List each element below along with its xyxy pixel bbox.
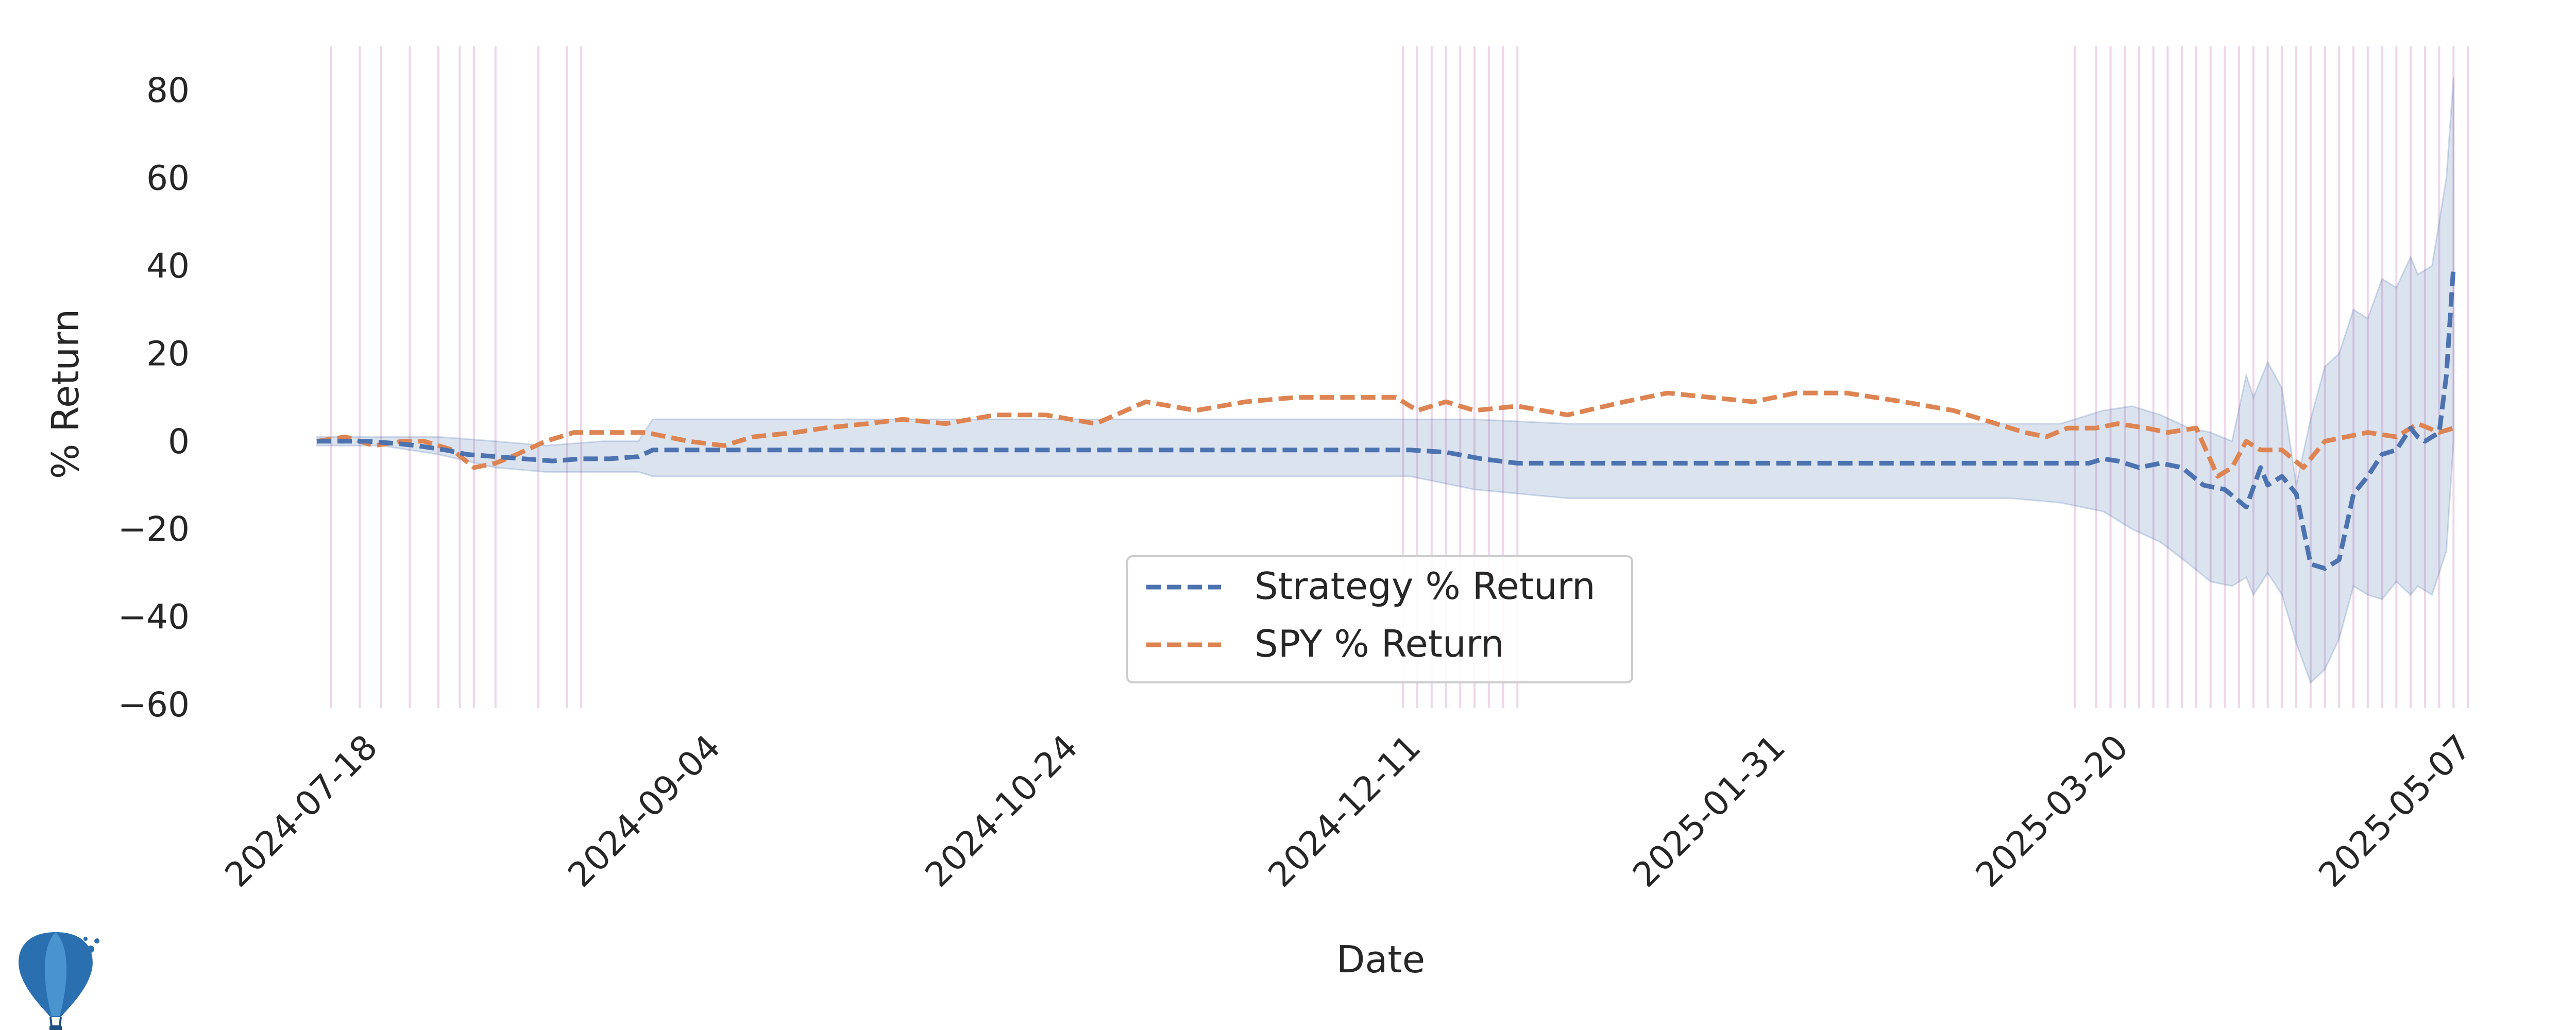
hot-air-balloon-icon xyxy=(19,932,99,1030)
x-axis-label: Date xyxy=(1336,938,1425,981)
x-tick-label: 2024-10-24 xyxy=(918,727,1086,895)
y-axis-label: % Return xyxy=(44,309,87,479)
y-tick-label: −60 xyxy=(118,685,190,725)
x-axis-ticks: 2024-07-18 2024-09-04 2024-10-24 2024-12-11… xyxy=(217,727,2479,895)
strategy-line xyxy=(317,265,2456,571)
x-tick-label: 2024-07-18 xyxy=(217,727,385,895)
y-tick-label: −20 xyxy=(118,509,190,549)
legend-label-spy: SPY % Return xyxy=(1255,622,1504,665)
x-tick-label: 2025-01-31 xyxy=(1625,727,1793,895)
y-tick-label: 60 xyxy=(146,159,190,198)
legend-label-strategy: Strategy % Return xyxy=(1255,564,1596,608)
spy-line xyxy=(316,390,2454,479)
x-tick-label: 2025-05-07 xyxy=(2311,727,2479,895)
y-tick-label: 40 xyxy=(146,246,190,286)
x-tick-label: 2025-03-20 xyxy=(1968,727,2136,895)
x-tick-label: 2024-09-04 xyxy=(561,727,728,895)
x-tick-label: 2024-12-11 xyxy=(1261,727,1429,895)
y-axis-ticks: 80 60 40 20 0 −20 −40 −60 xyxy=(118,71,190,725)
strategy-confidence-band xyxy=(316,77,2454,684)
legend-frame xyxy=(1126,555,1633,683)
series-lines xyxy=(316,265,2456,571)
y-tick-label: 0 xyxy=(168,422,190,461)
legend: Strategy % Return SPY % Return xyxy=(1126,555,1633,683)
y-tick-label: 20 xyxy=(146,334,190,373)
y-tick-label: −40 xyxy=(118,597,190,637)
y-tick-label: 80 xyxy=(146,71,190,110)
